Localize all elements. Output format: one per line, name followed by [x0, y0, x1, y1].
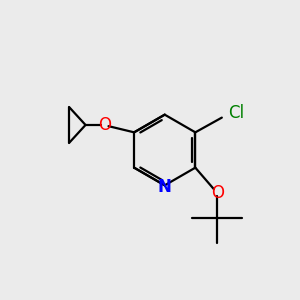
- Text: Cl: Cl: [228, 104, 244, 122]
- Text: O: O: [211, 184, 224, 202]
- Text: O: O: [98, 116, 111, 134]
- Text: N: N: [158, 178, 172, 196]
